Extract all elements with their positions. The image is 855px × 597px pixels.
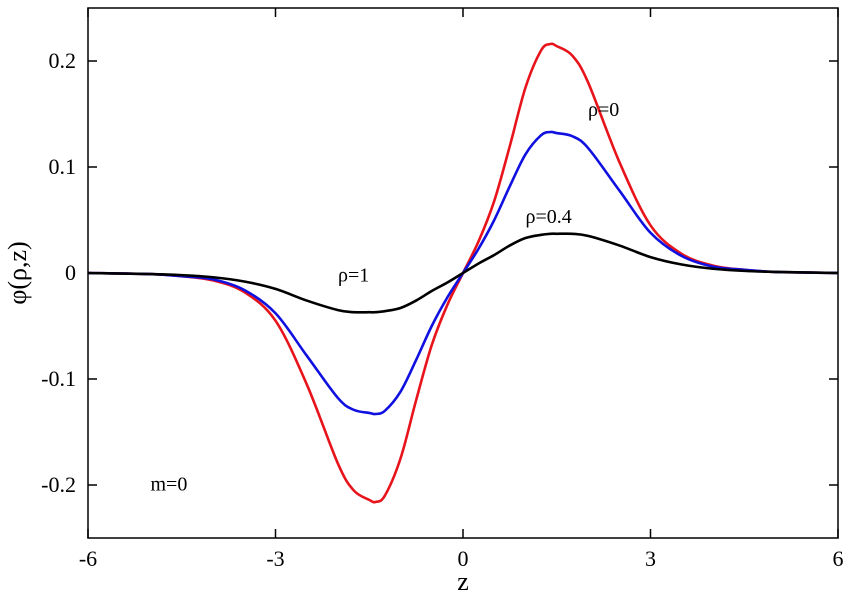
series-lines: [87, 42, 839, 504]
y-tick-label: 0: [65, 260, 76, 285]
x-tick-label: 0: [458, 546, 469, 571]
y-tick-label: -0.1: [41, 366, 76, 391]
x-tick-label: -6: [79, 546, 97, 571]
x-tick-label: 3: [645, 546, 656, 571]
series-line-2: [87, 232, 839, 314]
tick-labels: -6 -3 0 3 6 -0.2 -0.1 0 0.1 0.2: [41, 48, 843, 571]
x-tick-label: -3: [266, 546, 284, 571]
x-tick-label: 6: [833, 546, 844, 571]
annotation-label: ρ=0.4: [526, 206, 572, 228]
annotation-label: ρ=0: [588, 99, 619, 121]
y-tick-label: -0.2: [41, 472, 76, 497]
y-axis-title: φ(ρ,z): [3, 241, 32, 304]
annotation-label: ρ=1: [338, 264, 369, 286]
x-axis-title: z: [457, 567, 469, 596]
annotation-label: m=0: [151, 473, 188, 495]
chart-annotations: ρ=0 ρ=0.4 ρ=1 m=0: [151, 99, 620, 495]
y-tick-label: 0.2: [49, 48, 77, 73]
y-tick-label: 0.1: [49, 154, 77, 179]
